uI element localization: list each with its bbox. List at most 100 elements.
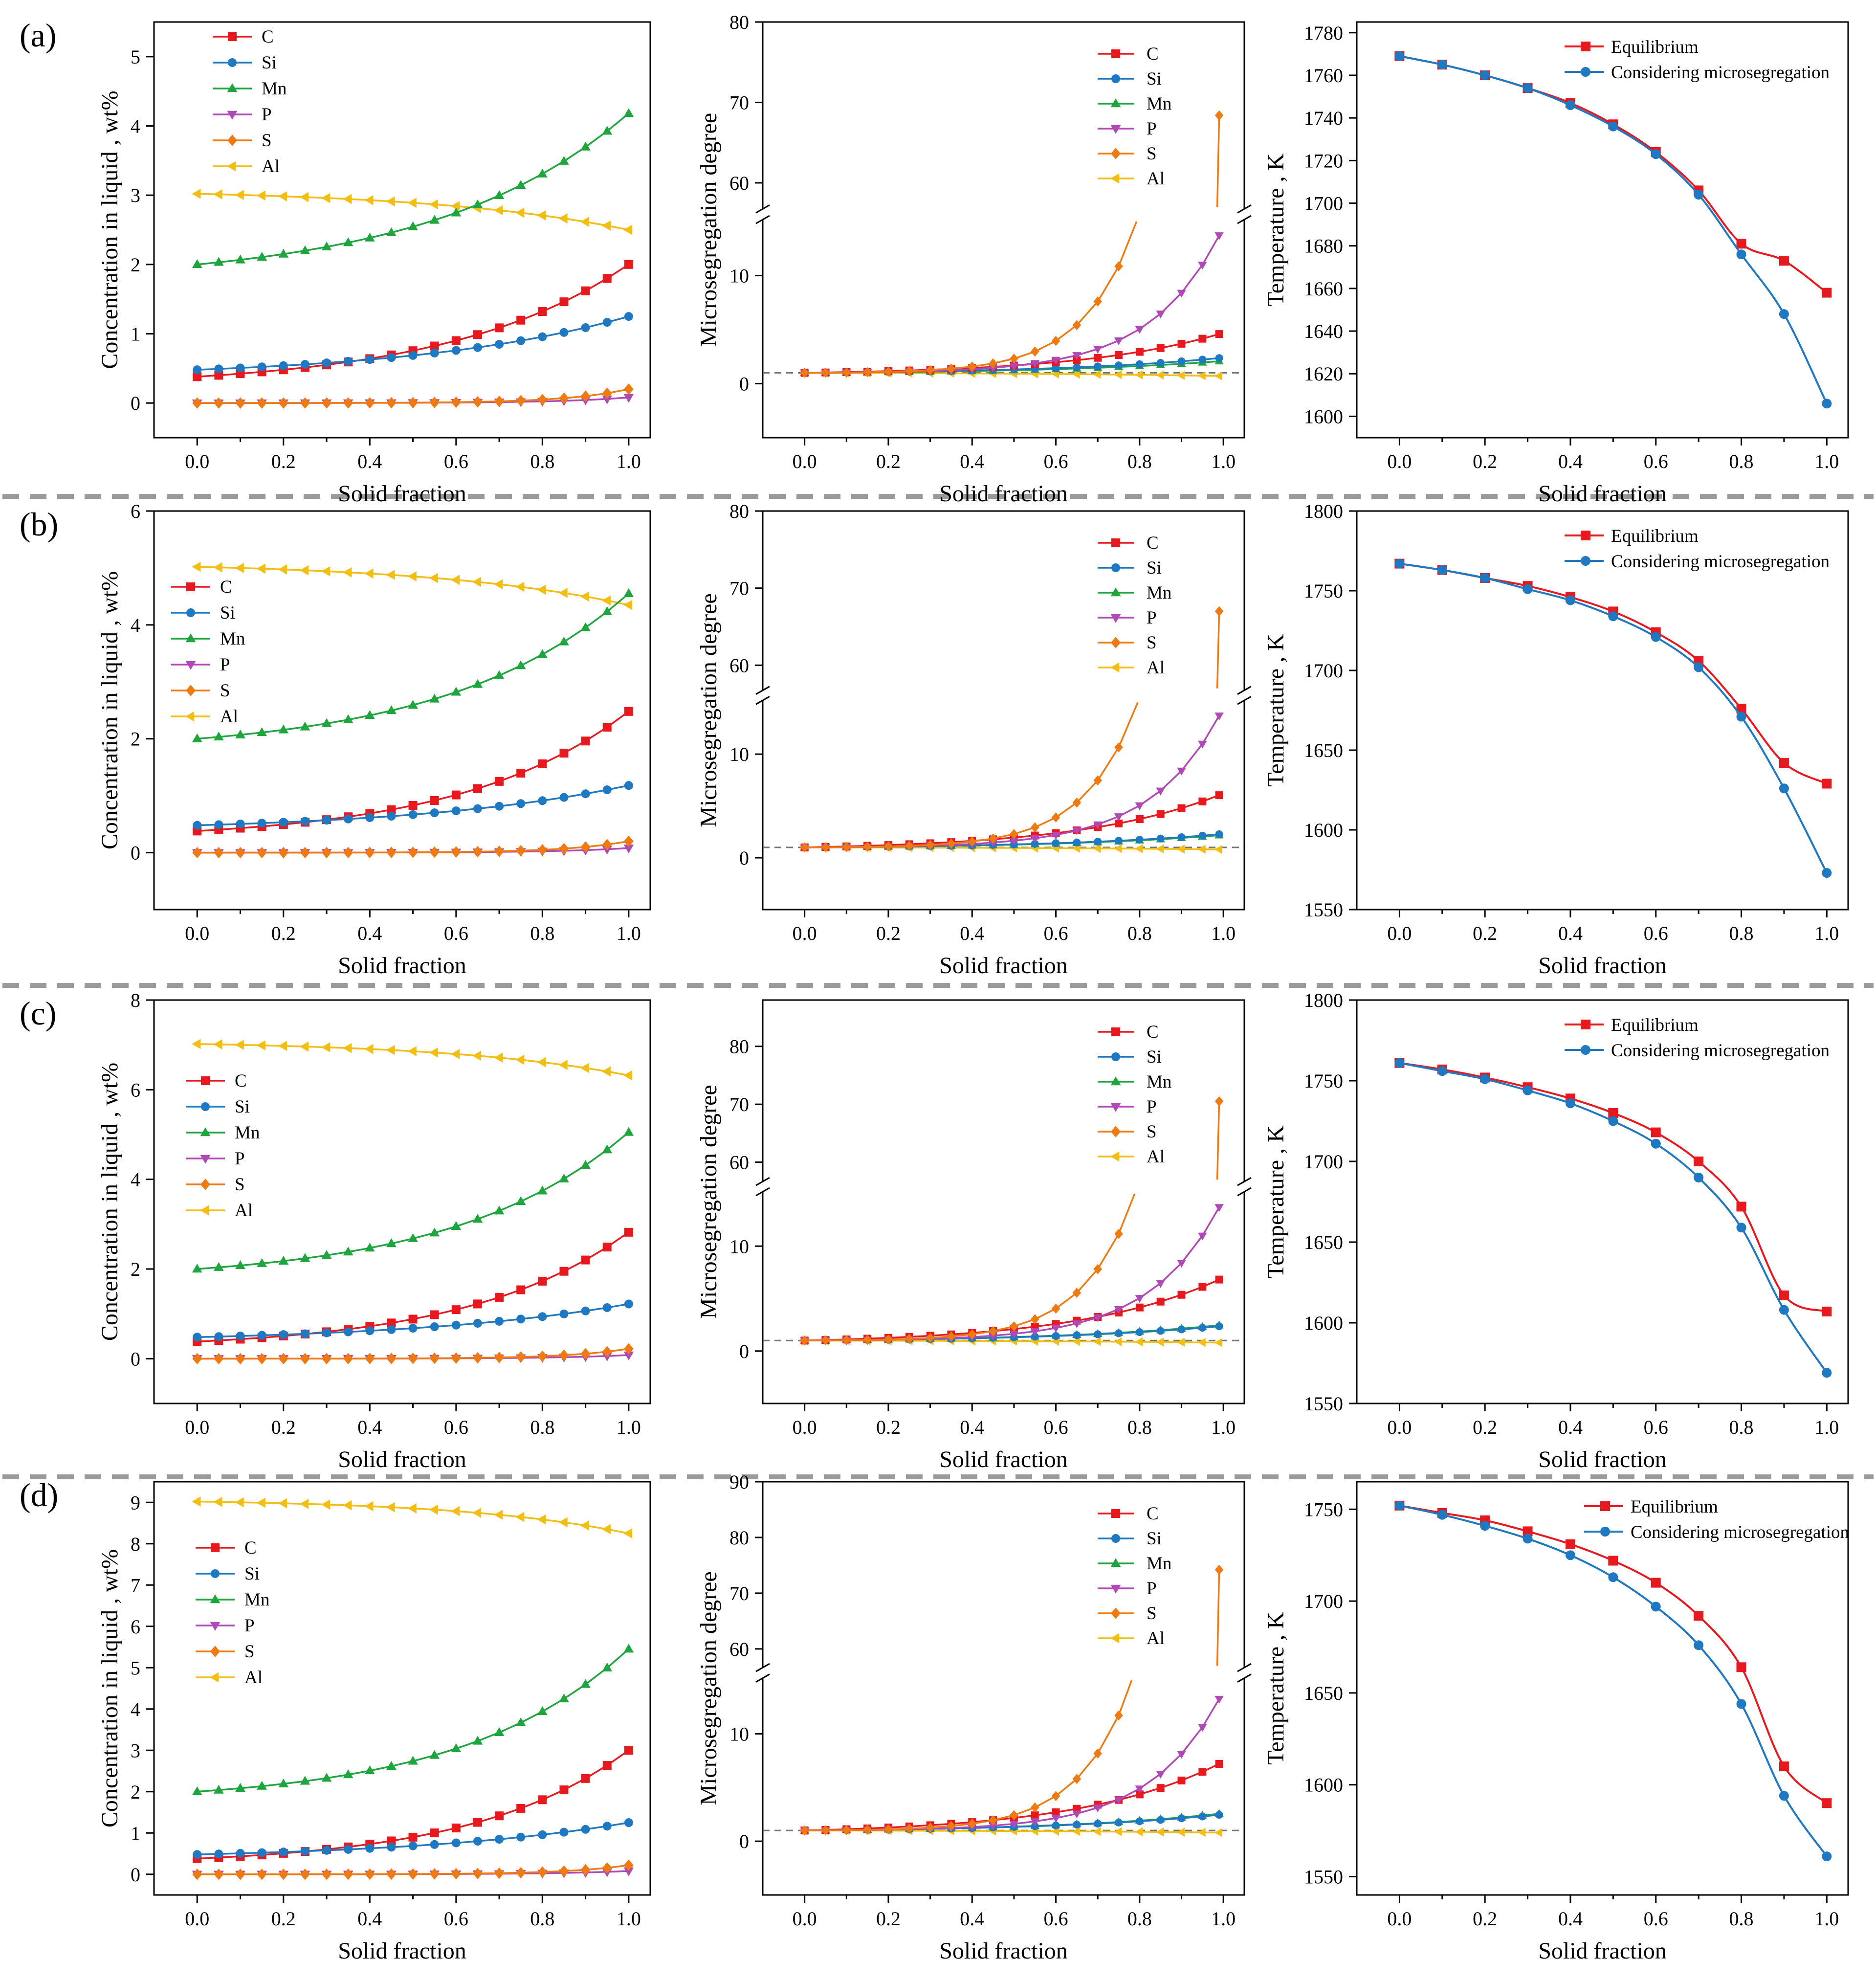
data-point-Mn <box>343 1247 353 1256</box>
x-tick-label: 0.8 <box>1729 1416 1754 1438</box>
chart-b-temperature: 0.0 0.2 0.4 0.6 0.8 1.0 Solid fraction 1550 1600… <box>1263 500 1849 979</box>
data-point-P <box>1156 787 1165 796</box>
data-point-S <box>1051 812 1060 823</box>
data-point-equilibrium <box>1608 1108 1618 1118</box>
data-point-Al <box>494 205 503 216</box>
y-tick-label: 1600 <box>1304 405 1343 427</box>
y-tick-label: 80 <box>729 1036 749 1058</box>
data-point-Si <box>279 1848 288 1857</box>
y-tick-label: 1600 <box>1304 819 1343 841</box>
x-tick-label: 0.2 <box>1473 1908 1497 1930</box>
data-point-Al <box>386 1502 395 1513</box>
legend-marker-C <box>201 1076 210 1085</box>
data-point-Al <box>1135 370 1143 379</box>
y-tick-label: 1800 <box>1304 989 1343 1011</box>
data-point-Mn <box>559 1173 569 1182</box>
plot-frame <box>153 999 651 1404</box>
axis-break-mark <box>755 1177 770 1186</box>
legend-marker-C <box>211 1543 220 1552</box>
data-point-Mn <box>257 1258 267 1267</box>
legend-label-C: C <box>1147 1504 1159 1524</box>
data-point-Si <box>1073 363 1081 372</box>
data-point-Si <box>581 323 590 332</box>
data-point-S <box>257 1869 267 1880</box>
data-point-microsegregation <box>1437 60 1447 70</box>
y-tick-label: 1720 <box>1304 150 1343 172</box>
data-point-Si <box>300 817 309 826</box>
series-line-upper-S <box>1216 1101 1220 1180</box>
data-point-Al <box>580 217 589 227</box>
data-point-C <box>473 1818 482 1827</box>
data-point-Al <box>300 565 309 576</box>
data-point-C <box>473 330 482 339</box>
data-point-Al <box>278 191 287 201</box>
y-tick-label: 1800 <box>1304 500 1343 522</box>
data-point-Mn <box>257 251 267 261</box>
y-tick-label: 1680 <box>1304 235 1343 257</box>
legend-label-Al: Al <box>1147 169 1165 189</box>
x-tick-label: 0.8 <box>1729 1908 1754 1930</box>
data-point-microsegregation <box>1736 712 1746 722</box>
data-point-S <box>1114 261 1123 271</box>
data-point-Mn <box>537 1706 548 1715</box>
data-point-Si <box>538 796 547 805</box>
data-point-Al <box>1197 371 1206 380</box>
data-point-S <box>580 1348 591 1360</box>
y-tick-label: 9 <box>131 1492 140 1514</box>
data-point-S <box>821 842 830 853</box>
axis-break-mark <box>1237 204 1252 214</box>
y-tick-label: 1750 <box>1304 580 1343 602</box>
y-tick-label: 1 <box>131 323 140 345</box>
x-tick-label: 0.2 <box>271 922 296 944</box>
x-tick-label: 0.8 <box>1127 450 1152 472</box>
x-tick-label: 0.0 <box>185 922 209 944</box>
y-tick-label: 10 <box>729 1723 749 1745</box>
data-point-C <box>559 1785 569 1795</box>
data-point-C <box>1156 1297 1165 1306</box>
data-point-Mn <box>364 1765 375 1775</box>
data-point-Al <box>451 1049 460 1059</box>
data-point-Al <box>192 561 201 572</box>
data-point-S <box>257 1353 267 1364</box>
x-tick-label: 0.4 <box>1558 450 1583 472</box>
legend-label-C: C <box>244 1538 257 1558</box>
data-point-Mn <box>364 710 375 719</box>
legend-label-Si: Si <box>1147 1529 1162 1549</box>
legend-label-Mn: Mn <box>220 629 245 649</box>
y-tick-label: 1550 <box>1304 899 1343 921</box>
data-point-Mn <box>559 1693 569 1703</box>
series-line-equilibrium <box>1399 1062 1828 1313</box>
data-point-P <box>1030 1328 1039 1336</box>
x-tick-label: 0.8 <box>530 1416 554 1438</box>
data-point-Al <box>407 198 417 208</box>
data-point-Al <box>343 194 352 204</box>
legend-marker-Mn <box>200 1127 211 1136</box>
legend-label-microsegregation: Considering microsegregation <box>1611 1041 1830 1061</box>
data-point-S <box>863 1825 872 1835</box>
legend-label-equilibrium: Equilibrium <box>1631 1497 1718 1517</box>
legend-marker-Si <box>211 1569 220 1578</box>
plot-frame <box>1356 510 1849 911</box>
data-point-Mn <box>192 733 202 742</box>
legend-label-Al: Al <box>235 1201 253 1221</box>
x-tick-label: 0.0 <box>185 450 209 472</box>
series-line-upper-S <box>1216 1569 1220 1666</box>
y-tick-label: 2 <box>131 728 140 750</box>
panel-label: (d) <box>20 1476 58 1514</box>
plot-frame <box>1356 999 1849 1404</box>
x-tick-label: 0.6 <box>1644 922 1668 944</box>
data-point-Mn <box>278 1778 289 1787</box>
data-point-microsegregation <box>1437 565 1447 575</box>
chart-c-temperature: 0.0 0.2 0.4 0.6 0.8 1.0 Solid fraction 1550 1600… <box>1263 989 1849 1472</box>
data-point-S <box>322 846 331 859</box>
data-point-Si <box>300 1329 309 1338</box>
x-axis-label: Solid fraction <box>338 481 466 507</box>
data-point-C <box>624 1227 633 1237</box>
data-point-Mn <box>278 724 289 734</box>
data-point-Mn <box>214 732 224 741</box>
data-point-C <box>1198 1283 1207 1291</box>
data-point-S <box>278 1353 288 1364</box>
data-point-Al <box>1214 1338 1223 1347</box>
data-point-Mn <box>408 1756 418 1765</box>
legend-marker-Mn <box>1110 587 1121 597</box>
